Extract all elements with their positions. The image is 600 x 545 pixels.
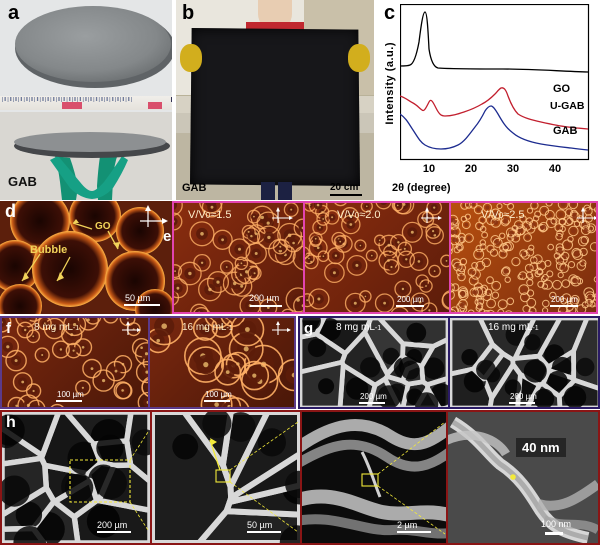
svg-text:10: 10 [423, 163, 435, 175]
svg-text:U-GAB: U-GAB [550, 100, 585, 112]
svg-text:GO: GO [553, 83, 571, 95]
svg-text:40: 40 [549, 163, 561, 175]
svg-text:30: 30 [507, 163, 519, 175]
svg-text:20: 20 [465, 163, 477, 175]
svg-text:GAB: GAB [553, 125, 578, 137]
